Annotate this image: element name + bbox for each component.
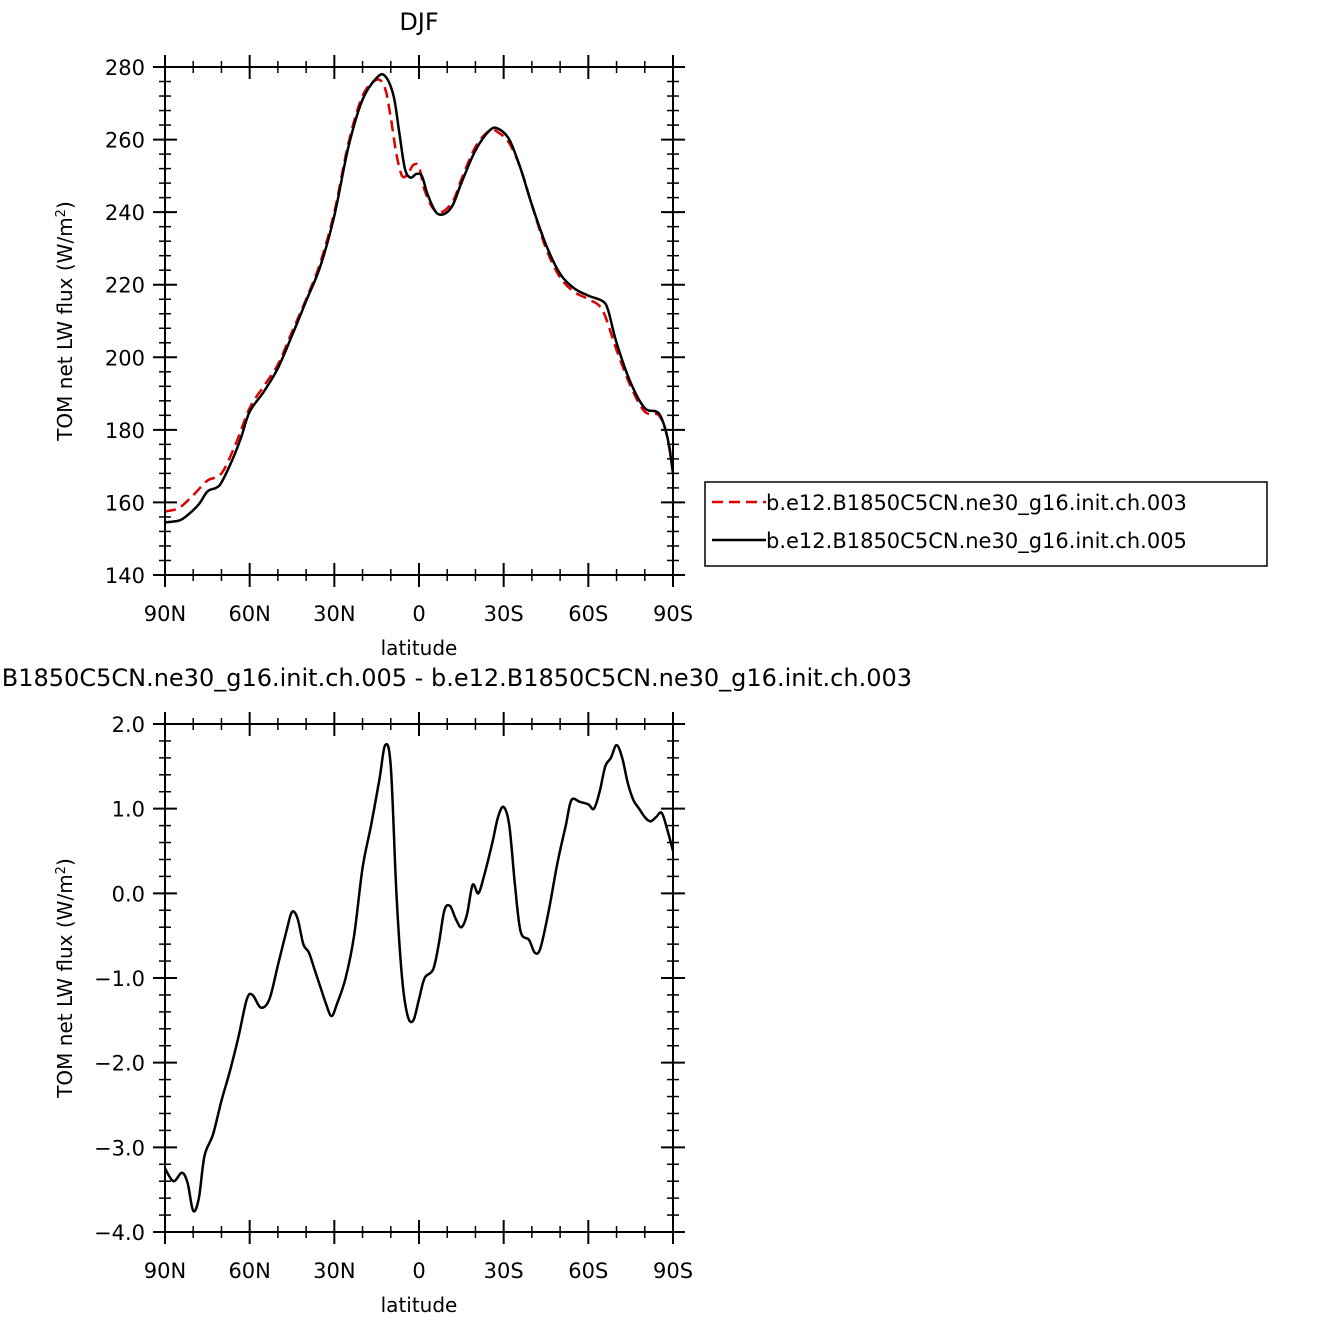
plot-frame — [164, 66, 674, 576]
y-axis-label: TOM net LW flux (W/m2) — [53, 858, 77, 1099]
y-tick-label: 160 — [105, 491, 145, 515]
x-tick-labels: 90N 60N 30N 0 30S 60S 90S — [144, 602, 693, 626]
x-axis-label: latitude — [381, 636, 458, 660]
y-tick-label: 220 — [105, 274, 145, 298]
x-tick-label: 60N — [228, 602, 270, 626]
x-tick-label: 30S — [484, 602, 524, 626]
y-tick-label: 2.0 — [112, 713, 145, 737]
y-tick-label: −1.0 — [94, 967, 145, 991]
series-lines — [163, 742, 675, 1213]
x-tick-label: 30S — [484, 1259, 524, 1283]
y-axis-label-sup: 2 — [54, 209, 69, 217]
y-axis-label-sup: 2 — [54, 866, 69, 874]
y-axis-label-main: TOM net LW flux (W/m — [53, 874, 77, 1098]
legend-label-exp1: b.e12.B1850C5CN.ne30_g16.init.ch.003 — [766, 491, 1187, 516]
y-tick-label: −4.0 — [94, 1221, 145, 1245]
x-tick-labels: 90N 60N 30N 0 30S 60S 90S — [144, 1259, 693, 1283]
x-tick-label: 60S — [568, 602, 608, 626]
minor-ticks — [159, 61, 679, 581]
x-tick-label: 0 — [412, 1259, 425, 1283]
legend: b.e12.B1850C5CN.ne30_g16.init.ch.003 b.e… — [704, 481, 1268, 567]
y-tick-labels: −4.0 −3.0 −2.0 −1.0 0.0 1.0 2.0 — [94, 713, 145, 1245]
x-axis-label: latitude — [381, 1293, 458, 1317]
series-line — [163, 742, 675, 1213]
top-panel: DJF 140 160 180 200 220 240 260 280 90N 60N 30N 0 3… — [53, 8, 693, 660]
y-tick-label: 200 — [105, 346, 145, 370]
y-tick-label: 280 — [105, 56, 145, 80]
y-tick-label: 180 — [105, 419, 145, 443]
bottom-panel: b.e12.B1850C5CN.ne30_g16.init.ch.005 - b… — [0, 664, 912, 1317]
series-lines — [164, 73, 675, 524]
x-tick-label: 90N — [144, 602, 186, 626]
y-tick-labels: 140 160 180 200 220 240 260 280 — [105, 56, 145, 588]
legend-label-exp2: b.e12.B1850C5CN.ne30_g16.init.ch.005 — [766, 529, 1187, 554]
x-tick-label: 60S — [568, 1259, 608, 1283]
x-tick-label: 90S — [653, 1259, 693, 1283]
y-tick-label: 0.0 — [112, 882, 145, 906]
x-tick-label: 60N — [228, 1259, 270, 1283]
y-axis-label-tail: ) — [53, 858, 77, 866]
x-tick-label: 30N — [313, 1259, 355, 1283]
minor-ticks — [159, 718, 679, 1238]
major-ticks — [153, 55, 685, 587]
y-tick-label: 1.0 — [112, 798, 145, 822]
y-tick-label: 260 — [105, 129, 145, 153]
plot-frame — [164, 723, 674, 1233]
y-axis-label-tail: ) — [53, 201, 77, 209]
y-tick-label: 140 — [105, 564, 145, 588]
x-tick-label: 0 — [412, 602, 425, 626]
y-axis-label-main: TOM net LW flux (W/m — [53, 217, 77, 441]
chart-title: b.e12.B1850C5CN.ne30_g16.init.ch.005 - b… — [0, 664, 912, 692]
legend-box — [704, 481, 1268, 567]
major-ticks — [153, 712, 685, 1244]
x-tick-label: 90S — [653, 602, 693, 626]
chart-title: DJF — [399, 8, 438, 36]
y-tick-label: −2.0 — [94, 1052, 145, 1076]
y-tick-label: 240 — [105, 201, 145, 225]
series-line — [164, 73, 675, 524]
x-tick-label: 90N — [144, 1259, 186, 1283]
y-axis-label: TOM net LW flux (W/m2) — [53, 201, 77, 442]
series-line-dashed — [164, 78, 675, 513]
x-tick-label: 30N — [313, 602, 355, 626]
y-tick-label: −3.0 — [94, 1136, 145, 1160]
